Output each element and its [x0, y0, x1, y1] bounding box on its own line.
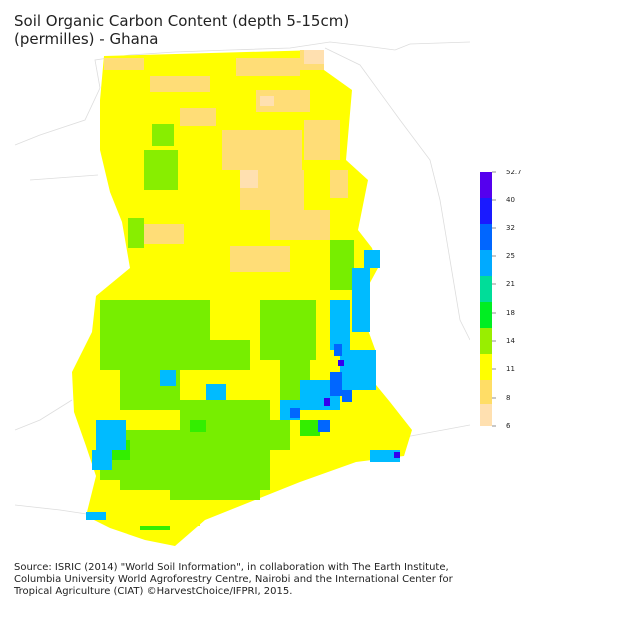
legend-label-5: 18 [506, 309, 515, 317]
medium-carbon-north [128, 124, 178, 248]
low-carbon-zones [104, 50, 348, 272]
boundary-togo [324, 47, 470, 341]
legend-swatch-21 [480, 276, 492, 302]
legend-swatch-25 [480, 250, 492, 276]
legend-swatch-14 [480, 328, 492, 354]
map-title: Soil Organic Carbon Content (depth 5-15c… [14, 12, 434, 48]
legend-swatch-32 [480, 224, 492, 250]
map-title-line2: (permilles) - Ghana [14, 30, 159, 48]
legend-label-2: 32 [506, 224, 515, 232]
legend-swatch-18 [480, 302, 492, 328]
legend-color-bar [480, 172, 492, 426]
legend-label-1: 40 [506, 196, 515, 204]
max-carbon-zones [324, 360, 400, 458]
legend-swatch-6 [480, 404, 492, 426]
legend-label-8: 8 [506, 394, 510, 402]
very-high-carbon-zones [290, 344, 352, 432]
very-low-carbon-patches [240, 50, 324, 188]
ghana-soil-carbon-map [14, 41, 470, 546]
boundary-cote-divoire [14, 87, 101, 431]
legend-swatch-8 [480, 380, 492, 404]
coastal-low-carbon [140, 420, 390, 526]
legend-swatch-40 [480, 198, 492, 224]
source-line3: Tropical Agriculture (CIAT) ©HarvestChoi… [14, 586, 293, 597]
source-line1: Source: ISRIC (2014) "World Soil Informa… [14, 562, 449, 573]
neighbour-boundaries [14, 41, 470, 517]
legend-label-3: 25 [506, 252, 515, 260]
legend-swatch-11 [480, 354, 492, 380]
source-citation: Source: ISRIC (2014) "World Soil Informa… [14, 562, 454, 598]
source-line2: Columbia University World Agroforestry C… [14, 574, 453, 585]
legend-label-9: 6 [506, 422, 511, 430]
high-carbon-zones [86, 250, 400, 520]
legend-label-6: 14 [506, 337, 515, 345]
medium-carbon-south [100, 240, 354, 500]
color-legend: 52.7 40 32 25 21 18 14 11 8 6 [480, 170, 522, 430]
legend-label-7: 11 [506, 365, 515, 373]
legend-label-4: 21 [506, 280, 515, 288]
legend-swatch-52-7 [480, 172, 492, 198]
legend-label-0: 52.7 [506, 170, 522, 176]
legend-ticks [492, 171, 496, 427]
map-title-line1: Soil Organic Carbon Content (depth 5-15c… [14, 12, 350, 30]
legend-labels: 52.7 40 32 25 21 18 14 11 8 6 [506, 170, 522, 430]
